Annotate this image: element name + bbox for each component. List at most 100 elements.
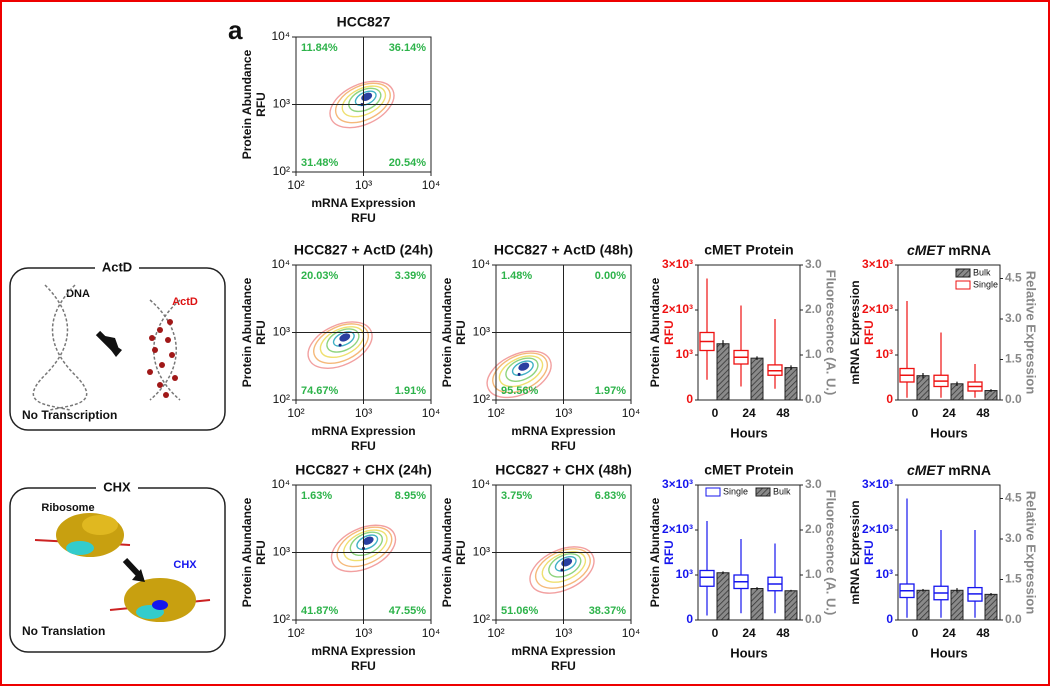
x-tick-label: 10³ — [355, 626, 372, 640]
y2-tick-label: 1.5 — [1005, 352, 1022, 366]
x-axis-label: mRNA Expression — [511, 644, 615, 658]
title-part: mRNA — [944, 242, 991, 258]
quadrant-label: 3.75% — [501, 490, 532, 502]
y2-axis-label: Relative Expression — [1024, 491, 1039, 615]
x-tick-label: 24 — [742, 626, 756, 640]
y-tick-label: 10² — [473, 612, 490, 626]
x-axis-label: mRNA Expression — [311, 424, 415, 438]
contour-ring — [329, 80, 395, 129]
legend-label: Bulk — [773, 486, 791, 496]
quadrant-label: 51.06% — [501, 605, 539, 617]
legend-label: Bulk — [973, 267, 991, 277]
bar — [984, 390, 998, 401]
bar — [784, 590, 798, 621]
x-tick-label: 10³ — [555, 626, 572, 640]
x-tick-label: 0 — [912, 406, 919, 420]
y-tick-label: 3×10³ — [862, 477, 893, 491]
bar — [916, 375, 930, 401]
x-tick-label: 48 — [776, 626, 790, 640]
bar — [950, 589, 964, 621]
y-tick-label: 0 — [686, 612, 693, 626]
y-tick-label: 10⁴ — [271, 257, 290, 271]
contour-ring — [307, 321, 373, 369]
x-tick-label: 10⁴ — [422, 406, 441, 420]
title-part: mRNA — [944, 462, 991, 478]
y-axis-label: RFU — [254, 540, 268, 565]
y-tick-label: 0 — [886, 392, 893, 406]
x-axis-label: RFU — [351, 659, 376, 673]
bar — [750, 588, 764, 621]
bar — [950, 383, 964, 401]
y2-tick-label: 3.0 — [1005, 531, 1022, 545]
x-tick-label: 10⁴ — [422, 178, 441, 192]
y-axis-label: RFU — [454, 540, 468, 565]
y-tick-label: 10³ — [676, 567, 693, 581]
quadrant-label: 20.03% — [301, 270, 339, 282]
contour-ring — [326, 328, 360, 353]
quadrant-label: 1.63% — [301, 490, 332, 502]
x-tick-label: 10⁴ — [422, 626, 441, 640]
cartoon-label: No Transcription — [22, 408, 117, 422]
y-axis-label: Protein Abundance — [648, 497, 662, 607]
x-axis-label: Hours — [930, 645, 968, 660]
y-axis-label: Protein Abundance — [240, 49, 254, 159]
contour-ring — [319, 326, 365, 359]
contour-ring — [334, 82, 391, 124]
y2-tick-label: 0.0 — [1005, 392, 1022, 406]
y-tick-label: 0 — [886, 612, 893, 626]
y-tick-label: 10² — [273, 164, 290, 178]
x-tick-label: 0 — [912, 626, 919, 640]
bar — [716, 343, 730, 401]
plot-frame — [697, 264, 801, 401]
y-tick-label: 0 — [686, 392, 693, 406]
y-tick-label: 10² — [273, 612, 290, 626]
y-tick-label: 10⁴ — [271, 29, 290, 43]
x-tick-label: 10⁴ — [622, 626, 641, 640]
y2-axis-label: Relative Expression — [1024, 271, 1039, 395]
chart-title: cMET mRNA — [907, 242, 991, 258]
quadrant-label: 1.48% — [501, 270, 532, 282]
bar — [716, 572, 730, 621]
contour-ring — [486, 350, 552, 399]
chart-title: HCC827 + CHX (24h) — [295, 462, 432, 478]
contour-ring — [339, 333, 351, 342]
y-tick-label: 10³ — [273, 325, 290, 339]
x-axis-label: RFU — [551, 439, 576, 453]
y-tick-label: 2×10³ — [662, 522, 693, 536]
y2-tick-label: 1.5 — [1005, 572, 1022, 586]
x-axis-label: RFU — [551, 659, 576, 673]
box — [699, 569, 715, 587]
y-tick-label: 3×10³ — [662, 257, 693, 271]
legend-key — [955, 268, 971, 278]
chart-title: HCC827 — [337, 14, 391, 30]
x-tick-label: 10³ — [355, 406, 372, 420]
y-axis-label: RFU — [662, 320, 676, 345]
x-tick-label: 10² — [287, 178, 304, 192]
contour-ring — [348, 87, 382, 113]
x-axis-label: Hours — [730, 425, 768, 440]
x-axis-label: mRNA Expression — [311, 644, 415, 658]
contour-ring — [343, 529, 388, 562]
y-axis-label: Protein Abundance — [648, 277, 662, 387]
y-axis-label: Protein Abundance — [440, 277, 454, 387]
y-tick-label: 10³ — [876, 347, 893, 361]
contour-ring — [505, 357, 539, 382]
title-part: cMET — [907, 462, 946, 478]
cartoon-label: CHX — [173, 559, 197, 571]
quadrant-label: 47.55% — [389, 605, 427, 617]
x-tick-label: 10² — [487, 406, 504, 420]
contour-ring — [492, 352, 548, 394]
density-center — [517, 372, 521, 376]
y-axis-label: RFU — [662, 540, 676, 565]
y2-tick-label: 1.0 — [805, 347, 822, 361]
y-axis-label: RFU — [254, 320, 268, 345]
y-axis-label: Protein Abundance — [440, 497, 454, 607]
y2-tick-label: 4.5 — [1005, 271, 1022, 285]
y2-tick-label: 3.0 — [805, 257, 822, 271]
y-tick-label: 10⁴ — [471, 477, 490, 491]
x-tick-label: 0 — [712, 626, 719, 640]
x-tick-label: 10⁴ — [622, 406, 641, 420]
legend-key — [755, 487, 771, 497]
x-axis-label: RFU — [351, 439, 376, 453]
